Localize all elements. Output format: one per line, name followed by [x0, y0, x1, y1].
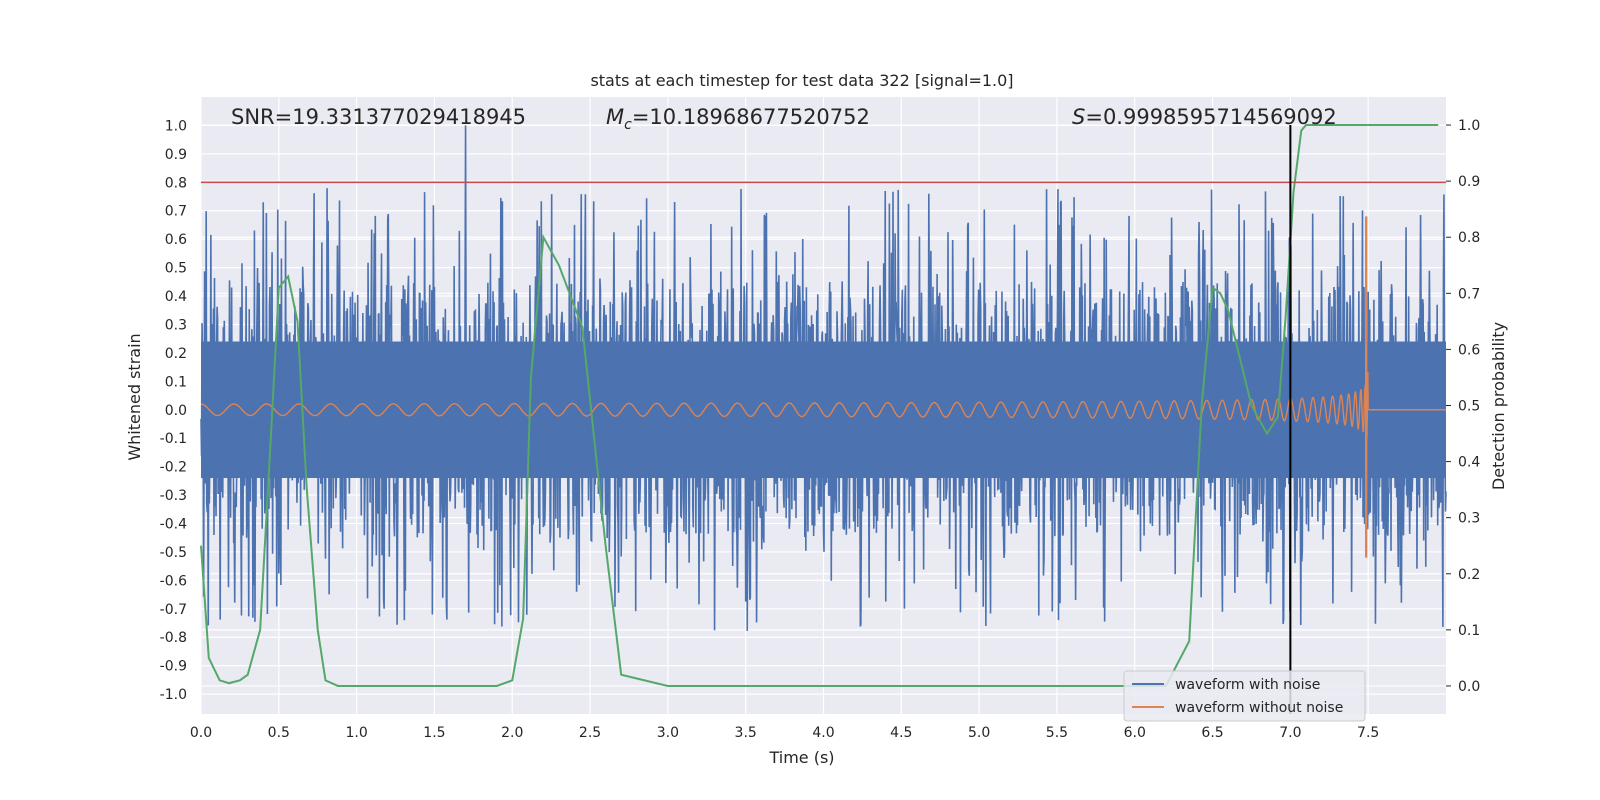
x-tick-label: 4.0: [812, 725, 834, 741]
probability-line: [200, 124, 1439, 687]
y-tick-label: 0.7: [165, 204, 187, 220]
y-tick-label: 0.6: [165, 232, 187, 248]
noise-line: [200, 125, 1447, 631]
series-detection-probability: [200, 124, 1439, 687]
y-right-tick-label: 0.1: [1458, 623, 1480, 639]
x-tick-label: 1.0: [345, 725, 367, 741]
y-right-tick-label: 0.0: [1458, 679, 1480, 695]
mc-subscript: c: [624, 117, 632, 133]
y-right-tick-label: 0.2: [1458, 567, 1480, 583]
chirp-line: [200, 371, 1446, 440]
y-tick-label: -0.3: [160, 488, 187, 504]
y-right-tick-labels: 1.0 0.9 0.8 0.7 0.6 0.5 0.4 0.3 0.2 0.1 0.0: [1446, 118, 1480, 695]
x-tick-label: 1.5: [423, 725, 445, 741]
x-tick-label: 7.5: [1357, 725, 1379, 741]
y-right-tick-label: 0.8: [1458, 230, 1480, 246]
overlays: [201, 125, 1446, 714]
y-tick-label: -1.0: [160, 687, 187, 703]
y-tick-labels: 1.0 0.9 0.8 0.7 0.6 0.5 0.4 0.3 0.2 0.1 0.0 -0.1 -0.…: [160, 118, 187, 703]
snr-annotation: SNR=19.331377029418945: [231, 105, 526, 129]
y-tick-label: -0.5: [160, 545, 187, 561]
s-value: =0.9998595714569092: [1085, 105, 1336, 129]
y-tick-label: -0.1: [160, 431, 187, 447]
y-axis-label: Whitened strain: [125, 333, 144, 460]
x-tick-label: 0.5: [268, 725, 290, 741]
mc-symbol: M: [606, 105, 624, 129]
y-right-tick-label: 0.3: [1458, 511, 1480, 527]
x-tick-label: 2.0: [501, 725, 523, 741]
x-tick-label: 3.5: [735, 725, 757, 741]
x-tick-label: 2.5: [579, 725, 601, 741]
x-tick-label: 5.0: [968, 725, 990, 741]
y-right-axis-label: Detection probability: [1489, 322, 1508, 490]
y-tick-label: 0.5: [165, 261, 187, 277]
x-tick-label: 3.0: [657, 725, 679, 741]
series-waveform-without-noise: [200, 216, 1446, 558]
legend-label-clean: waveform without noise: [1175, 700, 1343, 716]
y-tick-label: 0.8: [165, 175, 187, 191]
s-symbol: S: [1072, 105, 1085, 129]
mc-value: =10.18968677520752: [632, 105, 870, 129]
x-tick-label: 5.5: [1046, 725, 1068, 741]
legend: waveform with noise waveform without noi…: [1123, 670, 1366, 722]
x-tick-label: 6.5: [1201, 725, 1223, 741]
y-right-tick-label: 1.0: [1458, 118, 1480, 134]
y-tick-label: 0.1: [165, 374, 187, 390]
legend-label-noise: waveform with noise: [1175, 677, 1320, 693]
x-tick-label: 4.5: [890, 725, 912, 741]
x-tick-labels: 0.0 0.5 1.0 1.5 2.0 2.5 3.0 3.5 4.0 4.5 5.0 5.5 6.0 6…: [190, 725, 1379, 741]
series-waveform-with-noise: [200, 125, 1447, 631]
y-right-tick-label: 0.9: [1458, 174, 1480, 190]
y-tick-label: 1.0: [165, 118, 187, 134]
y-tick-label: -0.2: [160, 460, 187, 476]
x-axis-label: Time (s): [768, 748, 834, 767]
y-tick-label: -0.7: [160, 602, 187, 618]
legend-box: [1123, 670, 1366, 722]
x-tick-label: 6.0: [1124, 725, 1146, 741]
y-right-tick-label: 0.4: [1458, 455, 1480, 471]
chart-title: stats at each timestep for test data 322…: [590, 71, 1013, 90]
y-tick-label: -0.9: [160, 659, 187, 675]
y-right-tick-label: 0.7: [1458, 286, 1480, 302]
y-tick-label: -0.8: [160, 630, 187, 646]
x-tick-label: 7.0: [1279, 725, 1301, 741]
x-tick-label: 0.0: [190, 725, 212, 741]
y-tick-label: 0.3: [165, 317, 187, 333]
y-right-tick-label: 0.6: [1458, 342, 1480, 358]
mc-annotation: Mc=10.18968677520752: [606, 105, 870, 133]
y-tick-label: -0.6: [160, 573, 187, 589]
noise-core-band: [201, 341, 1446, 479]
y-right-tick-label: 0.5: [1458, 399, 1480, 415]
y-tick-label: -0.4: [160, 516, 187, 532]
s-annotation: S=0.9998595714569092: [1072, 105, 1337, 129]
y-tick-label: 0.0: [165, 403, 187, 419]
y-tick-label: 0.2: [165, 346, 187, 362]
y-tick-label: 0.9: [165, 147, 187, 163]
y-tick-label: 0.4: [165, 289, 187, 305]
